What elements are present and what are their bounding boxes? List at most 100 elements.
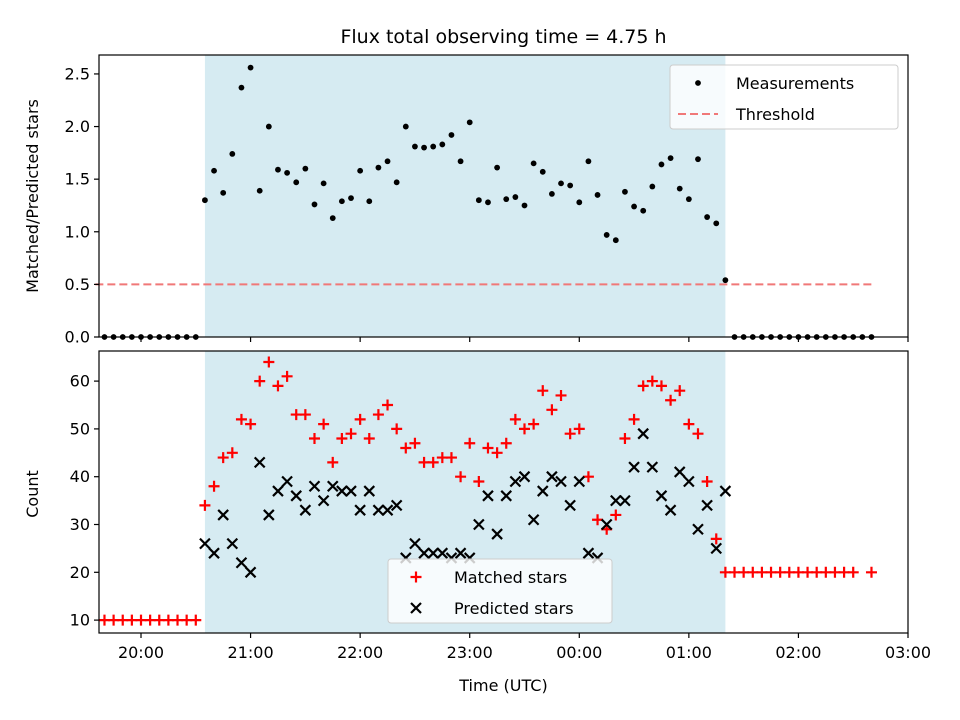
data-point (701, 475, 713, 487)
data-point (256, 187, 263, 194)
data-point (518, 470, 531, 483)
legend-box (387, 558, 613, 624)
data-point (710, 533, 722, 545)
y-tick-label: 50 (70, 419, 90, 438)
data-point (500, 490, 513, 502)
data-point (363, 485, 376, 497)
data-point (464, 437, 476, 449)
data-point (519, 423, 531, 435)
x-tick-label: 23:00 (447, 643, 493, 662)
series-measurements (101, 64, 875, 340)
data-point (521, 202, 528, 209)
y-tick-label: 2.5 (65, 64, 90, 83)
y-tick-label: 0.0 (65, 328, 90, 347)
data-point (573, 475, 586, 488)
data-point (208, 480, 220, 492)
data-point (619, 494, 631, 507)
data-point (485, 199, 491, 206)
data-point (546, 404, 558, 416)
axes-frame (98, 54, 909, 338)
data-point (539, 168, 546, 175)
legend: Matched stars Predicted stars (387, 558, 613, 624)
data-point (628, 413, 640, 425)
data-point (622, 188, 628, 195)
legend: Measurements Threshold (669, 64, 899, 130)
data-point (217, 452, 229, 464)
data-point (558, 180, 564, 187)
data-point (299, 504, 312, 516)
x-tick-label: 01:00 (666, 643, 712, 662)
data-point (348, 195, 354, 202)
data-point (263, 509, 275, 521)
data-point (610, 509, 622, 521)
data-point (318, 418, 330, 430)
data-point (664, 504, 677, 516)
data-point (439, 141, 446, 148)
data-point (208, 547, 220, 559)
data-point (199, 537, 211, 550)
data-point (329, 215, 336, 221)
data-point (448, 132, 455, 138)
data-point (695, 156, 701, 163)
data-point (612, 237, 619, 244)
data-point (229, 151, 236, 157)
legend-label: Measurements (736, 74, 854, 93)
data-point (628, 461, 640, 473)
bottom-panel-star-counts: 10 20 30 40 50 60 20:00 21:00 22:00 23:00 00:00 01:… (70, 350, 931, 662)
data-point (530, 160, 537, 167)
data-point (263, 356, 275, 368)
data-point (509, 413, 521, 425)
data-point (673, 466, 686, 478)
data-point (564, 499, 576, 512)
data-point (482, 442, 494, 454)
data-point (685, 196, 692, 203)
data-point (610, 494, 622, 507)
data-point (719, 485, 732, 497)
data-point (418, 547, 430, 559)
data-point (372, 504, 385, 516)
data-point (336, 485, 348, 497)
series-matched-stars (98, 356, 877, 626)
data-point (646, 375, 658, 387)
data-point (427, 547, 439, 559)
y-tick-label: 1.0 (65, 222, 90, 241)
data-point (665, 394, 677, 406)
y-tick-label: 1.5 (65, 170, 90, 189)
data-point (421, 144, 427, 151)
bottom-y-axis-label: Count (23, 470, 42, 518)
legend-label: Predicted stars (454, 599, 574, 618)
data-point (701, 499, 713, 512)
x-axis (140, 337, 909, 342)
data-point (202, 197, 208, 204)
data-point (646, 461, 659, 473)
data-point (290, 490, 303, 502)
x-tick-label: 20:00 (118, 643, 164, 662)
data-point (357, 167, 364, 174)
top-panel-flux-ratio: 0.0 0.5 1.0 1.5 2.0 2.5 Measurements Threshold (65, 54, 909, 347)
data-point (393, 179, 400, 186)
data-point (226, 537, 239, 550)
data-point (354, 504, 366, 516)
data-point (704, 214, 711, 220)
data-point (473, 518, 485, 531)
legend-marker (410, 602, 422, 614)
data-point (582, 471, 594, 483)
data-point (238, 84, 245, 91)
data-point (275, 166, 281, 173)
data-point (190, 614, 202, 626)
data-point (412, 143, 418, 150)
data-point (509, 475, 522, 488)
data-point (244, 566, 257, 579)
data-point (667, 155, 674, 162)
data-point (683, 475, 695, 488)
data-point (375, 164, 382, 171)
x-tick-label: 02:00 (775, 643, 821, 662)
data-point (722, 277, 729, 284)
data-point (338, 198, 345, 205)
data-point (683, 418, 695, 430)
y-axis: 0.0 0.5 1.0 1.5 2.0 2.5 (65, 64, 99, 347)
data-point (220, 189, 227, 196)
x-tick-label: 21:00 (228, 643, 274, 662)
legend-label: Matched stars (454, 568, 567, 587)
data-point (199, 499, 211, 511)
